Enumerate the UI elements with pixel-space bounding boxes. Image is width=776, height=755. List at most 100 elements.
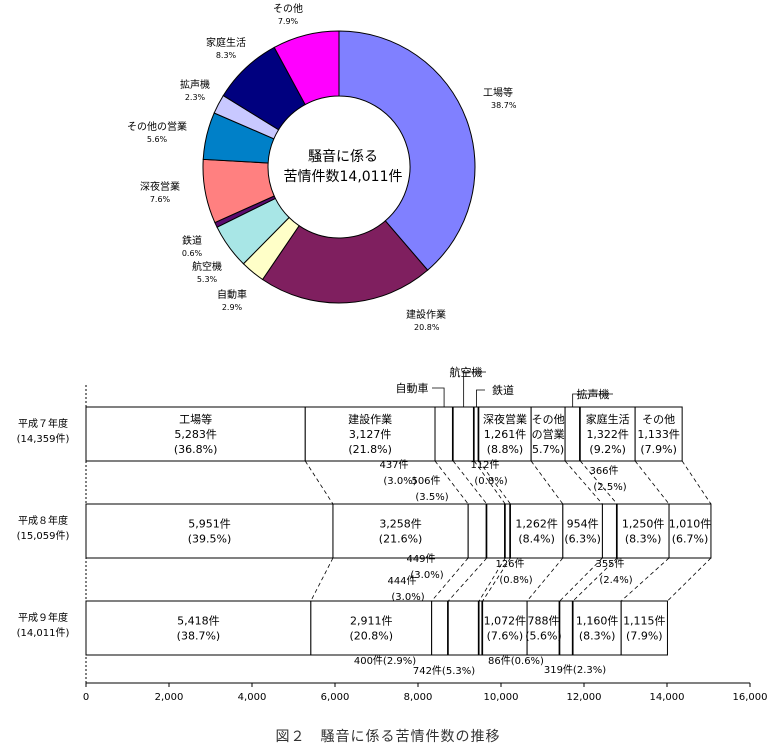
bar-seg-0-0 [85,406,306,462]
pie-label-4: 鉄道 [182,234,202,247]
connector-1-9 [667,557,712,602]
bar-seg-1-5 [509,503,564,559]
bar-label-0-5-1: 1,261件 [484,428,527,441]
connector-0-9 [681,460,712,505]
top-label-2: 鉄道 [492,383,514,397]
pie-pct-6: 5.6% [147,135,168,144]
x-tick-label-4: 8,000 [404,692,433,703]
pie-center-line-1: 騒音に係る [308,148,378,165]
pie-slice-1 [261,220,429,304]
pie-label-1: 建設作業 [406,308,446,321]
outside-label-1-0-0: 449件 [406,553,435,565]
pie-pct-7: 2.3% [185,93,206,102]
bar-label-1-9-0: 1,010件 [669,518,712,531]
bar-label-0-5-0: 深夜営業 [483,412,527,426]
bar-seg-2-7 [559,600,574,656]
x-tick-label-5: 10,000 [484,692,519,703]
bar-seg-1-2 [467,503,488,559]
bar-seg-0-6 [530,406,566,462]
bar-seg-2-9 [620,600,668,656]
bar-label-2-8-0: 1,160件 [576,615,619,628]
outside-label-2-2-0: 86件(0.6%) [488,655,544,667]
connector-0-3 [473,460,506,505]
row-year-0: 平成７年度 [18,417,68,430]
top-leader-1 [463,371,486,407]
x-tick-label-3: 6,000 [321,692,350,703]
outside-label-1-1-0: 444件 [387,575,416,587]
bar-label-2-1-0: 2,911件 [350,615,393,628]
bar-seg-0-3 [452,406,475,462]
pie-label-8: 家庭生活 [206,36,246,49]
bar-label-0-5-2: (8.8%) [487,443,524,456]
connector-1-1 [431,557,469,602]
bar-label-0-0-1: 5,283件 [174,428,217,441]
outside-label-1-2-0: 126件 [495,558,524,570]
pie-pct-0: 38.7% [491,101,517,110]
bar-label-1-1-1: (21.6%) [379,533,423,546]
outside-label-2-1-0: 742件(5.3%) [413,665,475,677]
bar-label-0-1-0: 建設作業 [348,412,392,426]
bar-seg-1-3 [486,503,506,559]
bar-label-1-5-1: (8.4%) [518,533,555,546]
outside-label-0-3-1: (2.5%) [593,482,626,493]
bar-seg-2-5 [482,600,528,656]
connector-0-1 [434,460,469,505]
bar-label-1-5-0: 1,262件 [515,518,558,531]
bar-seg-2-6 [526,600,561,656]
row-total-1: (15,059件) [17,530,70,542]
top-leader-3 [572,393,613,407]
bar-label-2-0-1: (38.7%) [177,630,221,643]
outside-label-1-3-0: 355件 [595,558,624,570]
bar-seg-1-9 [668,503,712,559]
bar-seg-2-1 [310,600,433,656]
connector-1-2 [447,557,488,602]
x-tick-label-1: 2,000 [155,692,184,703]
connector-0-0 [304,460,334,505]
bar-seg-1-1 [332,503,469,559]
bar-label-0-6-0: その他 [532,413,565,426]
outside-label-0-3-0: 366件 [589,465,618,477]
row-total-0: (14,359件) [17,433,70,445]
pie-pct-3: 5.3% [197,275,218,284]
x-tick-label-8: 16,000 [733,692,768,703]
bar-label-2-9-0: 1,115件 [623,615,666,628]
outside-label-1-3-1: (2.4%) [599,575,632,586]
chart-canvas: 工場等 38.7% 建設作業 20.8% 自動車 2.9% 航空機 5.3% 鉄道 0.6% 深夜営… [17,2,768,703]
connector-0-6 [564,460,603,505]
pie-slice-0 [338,30,476,271]
bar-label-0-1-2: (21.8%) [348,443,392,456]
outside-label-1-2-1: (0.8%) [499,575,532,586]
top-leader-2 [476,389,485,407]
bar-seg-0-8 [579,406,636,462]
bar-seg-0-2 [434,406,454,462]
bar-seg-2-2 [431,600,449,656]
pie-label-2: 自動車 [217,288,247,301]
bar-seg-2-3 [447,600,480,656]
bar-label-1-6-0: 954件 [567,518,599,531]
bar-label-1-9-1: (6.7%) [672,533,709,546]
bar-label-2-0-0: 5,418件 [177,615,220,628]
bar-seg-0-9 [634,406,683,462]
bar-label-2-1-1: (20.8%) [349,630,393,643]
pie-pct-8: 8.3% [216,51,237,60]
outside-label-0-1-1: (3.5%) [415,492,448,503]
pie-label-0: 工場等 [483,86,513,99]
outside-label-0-1-0: 506件 [411,475,440,487]
connector-1-6 [559,557,603,602]
x-tick-label-0: 0 [83,692,89,703]
connector-0-8 [634,460,670,505]
pie-label-7: 拡声機 [180,78,210,91]
bar-label-0-8-1: 1,322件 [586,428,629,441]
bar-label-0-0-0: 工場等 [179,412,212,426]
bar-label-0-8-0: 家庭生活 [586,412,630,426]
bar-label-1-1-0: 3,258件 [379,518,422,531]
pie-pct-5: 7.6% [150,195,171,204]
top-label-0: 自動車 [396,381,429,395]
pie-label-9: その他 [273,2,303,15]
bar-label-2-8-1: (8.3%) [579,630,616,643]
pie-label-3: 航空機 [192,260,222,273]
outside-label-0-2-1: (0.8%) [474,476,507,487]
bar-label-0-8-2: (9.2%) [589,443,626,456]
outside-label-2-0-0: 400件(2.9%) [354,655,416,667]
pie-label-5: 深夜営業 [140,180,180,193]
